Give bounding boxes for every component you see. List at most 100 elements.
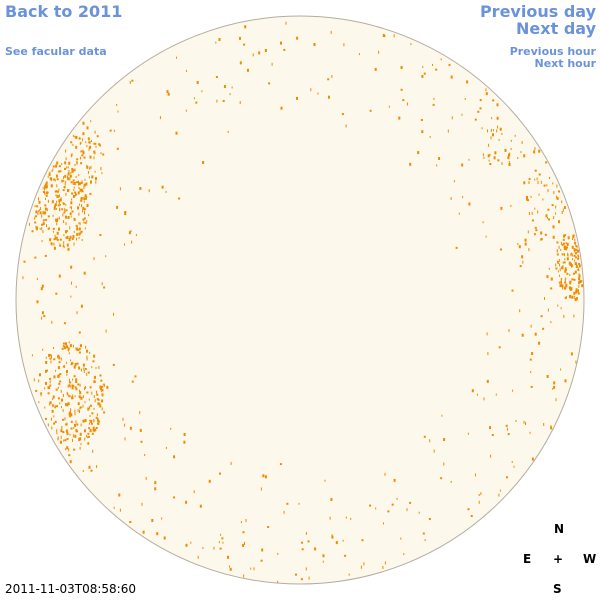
facula bbox=[65, 361, 67, 364]
facula bbox=[36, 226, 39, 229]
facula bbox=[44, 204, 47, 207]
back-link[interactable]: Back to 2011 bbox=[5, 2, 123, 21]
facula bbox=[523, 154, 526, 158]
facula bbox=[329, 516, 331, 520]
facula bbox=[96, 390, 98, 394]
facula bbox=[131, 79, 134, 82]
facula bbox=[506, 476, 508, 479]
facula bbox=[563, 242, 565, 245]
facula bbox=[84, 212, 86, 215]
facula bbox=[49, 384, 52, 387]
facula bbox=[42, 191, 45, 193]
facula bbox=[219, 472, 221, 475]
facula bbox=[84, 178, 86, 181]
facula bbox=[76, 232, 79, 236]
facula bbox=[61, 406, 62, 409]
facula bbox=[514, 134, 516, 137]
facula bbox=[35, 225, 37, 229]
facula bbox=[551, 204, 554, 207]
facula bbox=[31, 354, 33, 357]
facula bbox=[61, 426, 63, 429]
facula bbox=[69, 226, 71, 230]
facula bbox=[77, 402, 80, 406]
facula bbox=[547, 308, 549, 312]
facula bbox=[56, 190, 59, 193]
facula bbox=[70, 413, 73, 417]
facula bbox=[70, 154, 72, 158]
facula bbox=[81, 180, 83, 184]
facula bbox=[558, 190, 560, 193]
facula bbox=[296, 36, 299, 40]
facula bbox=[67, 392, 69, 395]
facula bbox=[78, 351, 81, 354]
facula bbox=[82, 363, 85, 367]
facula bbox=[215, 41, 217, 44]
facula bbox=[113, 506, 115, 509]
facula bbox=[53, 238, 56, 241]
facula bbox=[61, 180, 63, 183]
facula bbox=[547, 216, 548, 219]
facula bbox=[421, 74, 424, 78]
facula bbox=[28, 222, 30, 226]
facula bbox=[271, 62, 273, 66]
facula bbox=[89, 386, 92, 389]
facula bbox=[521, 255, 524, 259]
facula bbox=[461, 113, 463, 116]
facula bbox=[94, 130, 96, 134]
facula bbox=[540, 315, 543, 318]
facula bbox=[99, 144, 101, 147]
previous-hour-link[interactable]: Previous hour bbox=[509, 45, 596, 58]
compass-east: E bbox=[523, 552, 532, 566]
facula bbox=[572, 258, 573, 261]
facula bbox=[51, 178, 53, 182]
facula bbox=[103, 286, 106, 289]
facula bbox=[45, 197, 46, 200]
facula bbox=[77, 383, 80, 386]
facula bbox=[450, 75, 453, 79]
facula bbox=[575, 297, 578, 301]
next-hour-link[interactable]: Next hour bbox=[534, 57, 597, 70]
facula bbox=[277, 552, 279, 555]
facula bbox=[58, 194, 60, 198]
facula bbox=[78, 232, 81, 236]
facula bbox=[562, 261, 564, 264]
facula bbox=[58, 188, 60, 191]
facula bbox=[35, 210, 38, 214]
facula bbox=[485, 235, 487, 238]
facula bbox=[78, 182, 81, 186]
facular-data-link[interactable]: See facular data bbox=[5, 45, 107, 58]
facula bbox=[492, 133, 494, 137]
facula bbox=[87, 371, 90, 374]
facula bbox=[44, 417, 47, 420]
facula bbox=[57, 366, 60, 370]
facula bbox=[63, 246, 65, 249]
facula bbox=[534, 169, 537, 172]
facula bbox=[489, 153, 491, 156]
next-day-link[interactable]: Next day bbox=[516, 19, 596, 38]
facula bbox=[423, 435, 426, 438]
facula bbox=[60, 440, 62, 444]
facula bbox=[563, 261, 566, 264]
facula bbox=[501, 133, 503, 135]
facula bbox=[53, 422, 56, 425]
facula bbox=[556, 249, 558, 252]
facula bbox=[570, 253, 572, 257]
facula bbox=[79, 391, 82, 395]
facula bbox=[422, 532, 425, 535]
facula bbox=[69, 381, 72, 384]
facula bbox=[527, 230, 529, 234]
facula bbox=[142, 530, 145, 534]
facula bbox=[80, 423, 82, 427]
facula bbox=[80, 182, 83, 184]
facula bbox=[81, 154, 84, 157]
facula bbox=[523, 181, 526, 185]
facula bbox=[471, 389, 474, 393]
facula bbox=[490, 136, 492, 140]
facula bbox=[124, 423, 126, 427]
facula bbox=[550, 321, 552, 324]
facula bbox=[49, 354, 52, 357]
facula bbox=[540, 238, 543, 240]
previous-day-link[interactable]: Previous day bbox=[479, 2, 596, 21]
facula bbox=[78, 187, 80, 189]
facula bbox=[74, 386, 77, 389]
